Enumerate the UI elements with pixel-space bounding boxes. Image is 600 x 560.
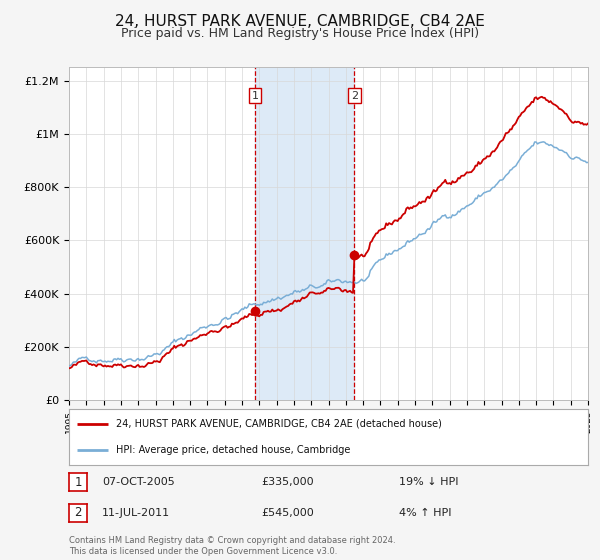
Text: 24, HURST PARK AVENUE, CAMBRIDGE, CB4 2AE (detached house): 24, HURST PARK AVENUE, CAMBRIDGE, CB4 2A… [116, 419, 442, 429]
Text: HPI: Average price, detached house, Cambridge: HPI: Average price, detached house, Camb… [116, 445, 350, 455]
Text: 1: 1 [251, 91, 259, 101]
Text: £335,000: £335,000 [261, 477, 314, 487]
Text: 19% ↓ HPI: 19% ↓ HPI [399, 477, 458, 487]
Bar [255, 67, 355, 400]
Text: 07-OCT-2005: 07-OCT-2005 [102, 477, 175, 487]
Text: Contains HM Land Registry data © Crown copyright and database right 2024.
This d: Contains HM Land Registry data © Crown c… [69, 536, 395, 556]
Text: Price paid vs. HM Land Registry's House Price Index (HPI): Price paid vs. HM Land Registry's House … [121, 27, 479, 40]
Text: 4% ↑ HPI: 4% ↑ HPI [399, 508, 452, 518]
Text: 2: 2 [351, 91, 358, 101]
Text: 11-JUL-2011: 11-JUL-2011 [102, 508, 170, 518]
Text: 24, HURST PARK AVENUE, CAMBRIDGE, CB4 2AE: 24, HURST PARK AVENUE, CAMBRIDGE, CB4 2A… [115, 14, 485, 29]
Text: £545,000: £545,000 [261, 508, 314, 518]
Text: 2: 2 [74, 506, 82, 520]
Text: 1: 1 [74, 475, 82, 489]
